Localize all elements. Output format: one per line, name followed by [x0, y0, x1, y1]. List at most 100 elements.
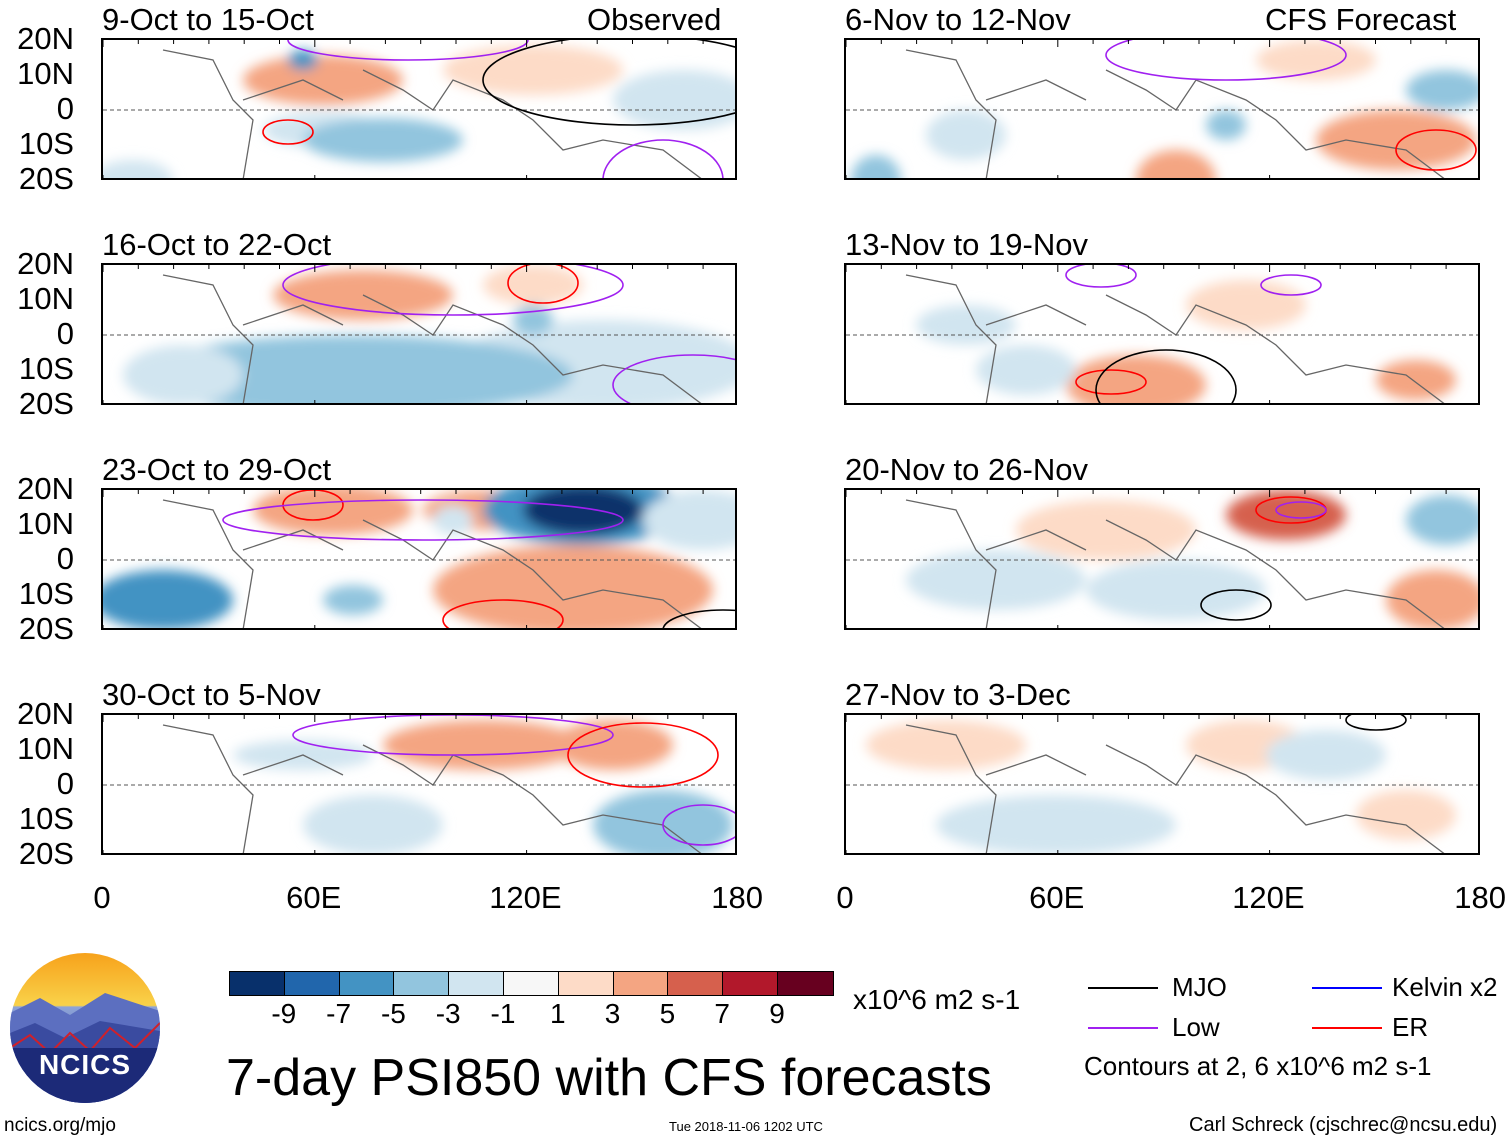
anomaly-blob — [1376, 360, 1456, 400]
lat-label: 10S — [18, 801, 74, 836]
lon-label: 120E — [489, 880, 562, 915]
lon-label: 60E — [286, 880, 342, 915]
psi850-map-panel — [844, 263, 1480, 405]
anomaly-blob — [643, 490, 735, 550]
panel-title: 30-Oct to 5-Nov — [102, 677, 321, 712]
colorbar-swatch — [668, 972, 724, 995]
anomaly-blob — [1316, 110, 1476, 170]
anomaly-map — [103, 715, 735, 853]
anomaly-blob — [1206, 110, 1246, 140]
lat-label: 10N — [17, 56, 74, 91]
anomaly-blob — [1016, 500, 1196, 560]
panel-title: 20-Nov to 26-Nov — [845, 452, 1088, 487]
anomaly-blob — [916, 305, 1016, 345]
lon-label: 0 — [93, 880, 111, 915]
contour — [442, 599, 564, 628]
colorbar-label: -9 — [271, 998, 297, 1029]
colorbar-label: 5 — [659, 998, 676, 1029]
contour — [482, 40, 735, 126]
anomaly-blob — [133, 335, 573, 403]
logo-text: NCICS — [38, 1049, 132, 1080]
anomaly-blob — [1386, 570, 1478, 628]
legend-mjo: MJO — [1172, 972, 1227, 1002]
observed-label: Observed — [587, 2, 722, 37]
lat-label: 10S — [18, 351, 74, 386]
contour — [1345, 715, 1407, 731]
contour — [222, 499, 624, 541]
anomaly-blob — [1256, 40, 1376, 80]
lat-label: 20N — [17, 21, 74, 56]
anomaly-blob — [103, 160, 173, 178]
lon-label: 180 — [711, 880, 763, 915]
panel-title: 16-Oct to 22-Oct — [102, 227, 332, 262]
psi850-map-panel — [844, 713, 1480, 855]
anomaly-blob — [123, 345, 243, 403]
contour — [567, 722, 719, 788]
anomaly-blob — [976, 345, 1076, 395]
contour — [282, 265, 624, 316]
anomaly-map — [103, 490, 735, 628]
colorbar-swatch — [284, 972, 340, 995]
lat-label: 10S — [18, 126, 74, 161]
anomaly-map — [846, 490, 1478, 628]
contour — [507, 265, 579, 304]
footer-author: Carl Schreck (cjschrec@ncsu.edu) — [1189, 1114, 1498, 1136]
psi850-map-panel — [844, 38, 1480, 180]
anomaly-blob — [103, 570, 233, 628]
anomaly-blob — [288, 50, 318, 70]
panel-title: 23-Oct to 29-Oct — [102, 452, 332, 487]
legend-line-low — [1088, 1027, 1158, 1029]
psi850-map-panel — [101, 263, 737, 405]
main-title: 7-day PSI850 with CFS forecasts — [226, 1049, 992, 1107]
anomaly-blob — [303, 795, 443, 853]
colorbar-label: 9 — [769, 998, 785, 1029]
psi850-map-panel — [101, 713, 737, 855]
anomaly-map — [103, 40, 735, 178]
contour — [292, 715, 614, 756]
lat-label: 10S — [18, 576, 74, 611]
colorbar-swatch — [613, 972, 669, 995]
lat-label: 20N — [17, 696, 74, 731]
anomaly-blob — [851, 155, 901, 178]
panel-title: 27-Nov to 3-Dec — [845, 677, 1071, 712]
legend-line-er — [1312, 1027, 1382, 1029]
anomaly-blob — [303, 118, 463, 162]
colorbar-swatch — [723, 972, 778, 995]
legend-kelvin: Kelvin x2 — [1392, 972, 1498, 1002]
colorbar-swatch — [558, 972, 614, 995]
contour — [1395, 129, 1477, 171]
contour — [1065, 265, 1137, 288]
anomaly-blob — [926, 110, 1006, 160]
colorbar-label: -5 — [380, 998, 406, 1029]
anomaly-blob — [1226, 490, 1346, 540]
contour — [1095, 349, 1237, 403]
anomaly-blob — [1086, 560, 1266, 620]
contour — [612, 354, 735, 403]
colorbar-swatch — [339, 972, 395, 995]
lat-label: 10N — [17, 281, 74, 316]
panel-title: 9-Oct to 15-Oct — [102, 2, 314, 37]
anomaly-blob — [1186, 280, 1306, 330]
anomaly-blob — [613, 70, 735, 130]
anomaly-blob — [936, 795, 1176, 853]
lat-label: 20S — [18, 386, 74, 421]
legend-er: ER — [1392, 1012, 1429, 1042]
footer-url[interactable]: ncics.org/mjo — [4, 1115, 116, 1136]
lon-label: 120E — [1232, 880, 1305, 915]
colorbar-label: 7 — [714, 998, 730, 1029]
lat-label: 0 — [56, 541, 74, 576]
lat-label: 10N — [17, 506, 74, 541]
colorbar-swatch — [394, 972, 450, 995]
contour — [1075, 369, 1147, 395]
contours-note: Contours at 2, 6 x10^6 m2 s-1 — [1084, 1051, 1432, 1081]
colorbar-label: -1 — [490, 998, 516, 1029]
anomaly-blob — [253, 490, 413, 535]
contour — [662, 609, 735, 628]
psi850-map-panel — [101, 488, 737, 630]
footer-timestamp: Tue 2018-11-06 1202 UTC — [669, 1119, 823, 1134]
contour — [1275, 501, 1327, 519]
anomaly-blob — [1066, 355, 1206, 403]
lat-label: 0 — [56, 316, 74, 351]
panel-title: 6-Nov to 12-Nov — [845, 2, 1071, 37]
contour — [287, 40, 529, 61]
